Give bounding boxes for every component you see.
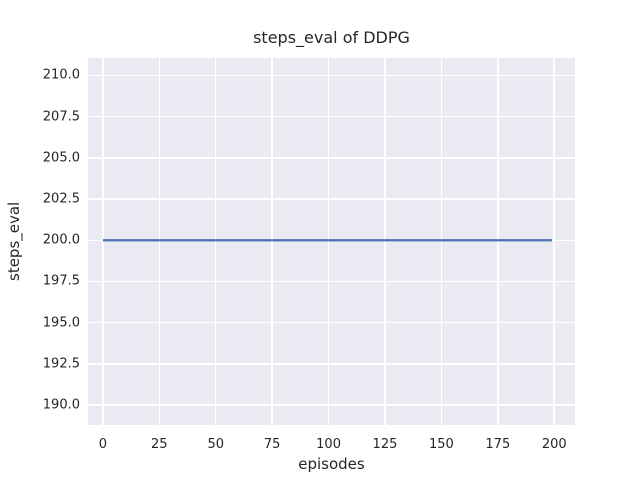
- x-tick-labels: 0 25 50 75 100 125 150 175 200: [88, 437, 575, 453]
- x-tick-label: 50: [207, 437, 224, 452]
- gridline-vertical: [102, 58, 104, 425]
- gridline-vertical: [440, 58, 443, 425]
- gridline-horizontal: [88, 74, 575, 77]
- gridline-horizontal: [88, 404, 575, 406]
- y-tick-label: 202.5: [42, 191, 80, 207]
- gridline-horizontal: [88, 198, 575, 200]
- plot-area: [88, 58, 575, 425]
- gridline-horizontal: [88, 280, 575, 283]
- y-tick-label: 207.5: [42, 109, 80, 125]
- x-tick-label: 0: [98, 437, 108, 452]
- gridline-horizontal: [88, 363, 575, 365]
- x-axis-label: episodes: [298, 455, 365, 473]
- y-tick-labels: 190.0 192.5 195.0 197.5 200.0 202.5 205.0 207.5…: [0, 58, 80, 425]
- x-tick-label: 125: [372, 437, 398, 452]
- line-series: [88, 58, 575, 425]
- gridline-vertical: [214, 58, 217, 425]
- y-tick-label: 192.5: [42, 356, 80, 372]
- y-axis-label-wrap: steps_eval: [5, 58, 23, 425]
- gridline-vertical: [327, 58, 330, 425]
- gridline-horizontal: [88, 157, 575, 159]
- gridline-vertical: [553, 58, 555, 425]
- gridline-vertical: [158, 58, 161, 425]
- y-tick-label: 205.0: [42, 150, 80, 166]
- x-tick-label: 25: [151, 437, 168, 452]
- y-tick-label: 200.0: [42, 232, 80, 248]
- gridline-horizontal: [88, 115, 575, 118]
- y-tick-label: 210.0: [42, 67, 80, 83]
- x-tick-label: 150: [428, 437, 454, 452]
- x-tick-label: 100: [316, 437, 341, 452]
- gridline-vertical: [271, 58, 273, 425]
- x-tick-label: 200: [541, 437, 567, 452]
- x-tick-label: 75: [263, 437, 281, 452]
- x-tick-label: 175: [485, 437, 511, 452]
- gridline-vertical: [497, 58, 499, 425]
- y-axis-label: steps_eval: [5, 201, 23, 282]
- gridline-vertical: [384, 58, 386, 425]
- chart-title: steps_eval of DDPG: [253, 28, 410, 47]
- y-tick-label: 190.0: [42, 397, 80, 413]
- y-tick-label: 197.5: [42, 273, 80, 289]
- y-tick-label: 195.0: [42, 315, 80, 331]
- gridline-horizontal: [88, 321, 575, 324]
